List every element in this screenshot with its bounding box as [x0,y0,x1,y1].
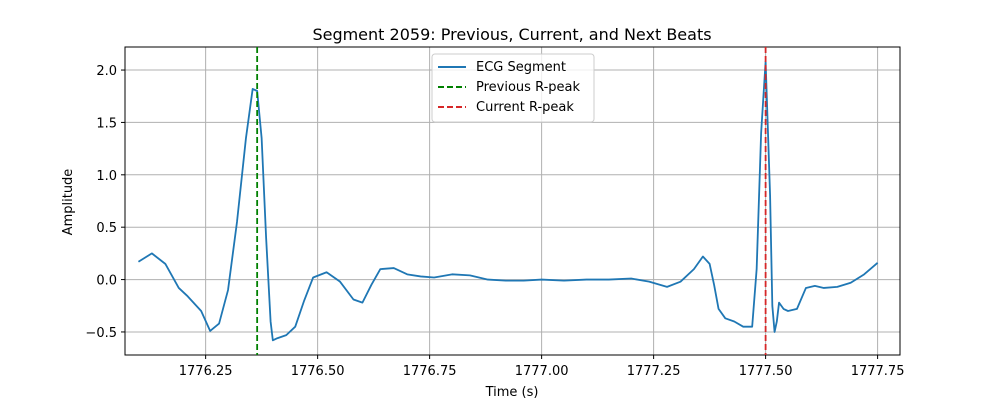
x-axis-title: Time (s) [485,385,539,400]
legend-label-current-r-peak: Current R-peak [476,100,574,115]
y-axis: −0.5 0.0 0.5 1.0 1.5 2.0 [85,64,125,341]
plot-area [124,46,901,356]
y-tick-label: −0.5 [85,326,117,341]
x-tick-label: 1776.75 [403,364,457,379]
x-axis: 1776.25 1776.50 1776.75 1777.00 1777.25 1777.… [179,355,905,379]
legend-label-previous-r-peak: Previous R-peak [476,80,580,95]
series-layer [137,47,879,355]
legend: ECG Segment Previous R-peak Current R-pe… [431,53,595,123]
legend-frame [431,53,595,123]
x-tick-label: 1777.50 [739,364,793,379]
y-tick-label: 0.5 [96,221,117,236]
x-tick-label: 1777.25 [627,364,681,379]
ecg-segment-line [137,60,879,342]
y-tick-label: 1.0 [96,169,117,184]
y-tick-label: 0.0 [96,274,117,289]
x-tick-label: 1776.25 [179,364,233,379]
y-tick-label: 1.5 [96,116,117,131]
x-tick-label: 1776.50 [291,364,345,379]
x-tick-label: 1777.00 [515,364,569,379]
x-tick-label: 1777.75 [851,364,905,379]
y-tick-label: 2.0 [96,64,117,79]
y-axis-title: Amplitude [61,169,76,236]
chart-title: Segment 2059: Previous, Current, and Nex… [312,25,711,44]
legend-label-ecg: ECG Segment [476,60,566,75]
